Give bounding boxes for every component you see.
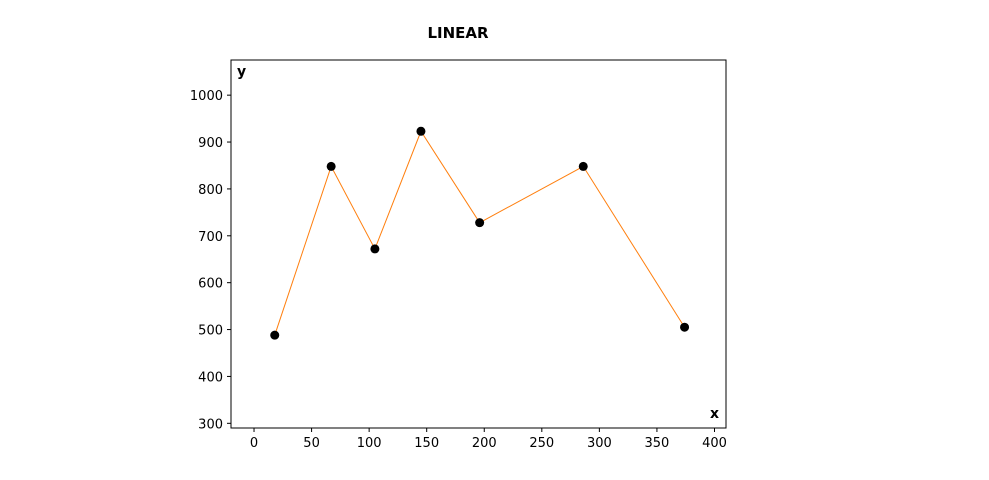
y-tick-label: 800 xyxy=(198,183,223,198)
x-axis-label: x xyxy=(710,406,719,422)
data-point xyxy=(270,330,280,340)
data-point xyxy=(578,161,588,171)
y-tick-label: 300 xyxy=(198,417,223,432)
x-tick-label: 0 xyxy=(250,436,258,451)
series-points xyxy=(270,126,690,340)
x-tick-label: 100 xyxy=(357,436,382,451)
data-point xyxy=(416,126,426,136)
y-tick-label: 500 xyxy=(198,324,223,339)
y-axis-label: y xyxy=(237,64,246,80)
x-tick-label: 250 xyxy=(529,436,554,451)
plot-frame xyxy=(230,59,727,429)
y-tick-label: 400 xyxy=(198,370,223,385)
x-tick-label: 350 xyxy=(645,436,670,451)
data-point xyxy=(370,244,380,254)
chart-title: LINEAR xyxy=(427,24,489,42)
y-tick-label: 1000 xyxy=(190,89,223,104)
x-tick-label: 300 xyxy=(587,436,612,451)
data-point xyxy=(326,161,336,171)
x-tick-label: 50 xyxy=(303,436,320,451)
data-point xyxy=(475,218,485,228)
data-point xyxy=(680,322,690,332)
y-axis-ticks: 300 400 500 600 700 800 900 1000 xyxy=(190,89,231,432)
x-tick-label: 400 xyxy=(702,436,727,451)
x-axis-ticks: 0 50 100 150 200 250 300 350 400 xyxy=(250,428,727,451)
series-lines xyxy=(274,130,685,336)
y-tick-label: 900 xyxy=(198,136,223,151)
series-line xyxy=(274,130,685,336)
y-tick-label: 600 xyxy=(198,277,223,292)
x-tick-label: 200 xyxy=(472,436,497,451)
y-tick-label: 700 xyxy=(198,230,223,245)
x-tick-label: 150 xyxy=(414,436,439,451)
